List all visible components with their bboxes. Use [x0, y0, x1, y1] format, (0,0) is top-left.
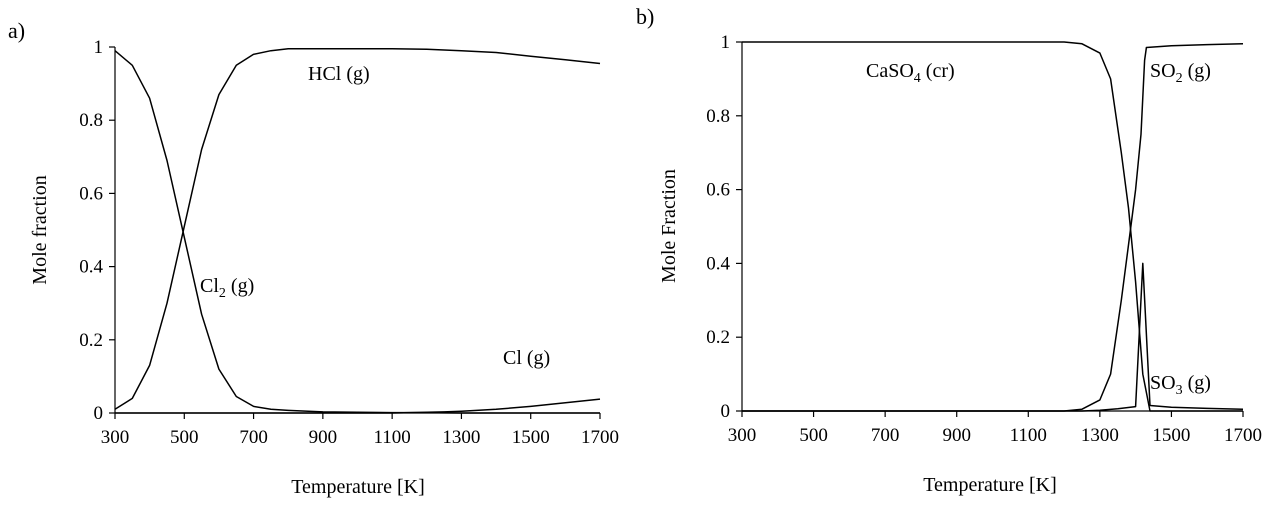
series-label-part: (g)	[1183, 372, 1211, 394]
x-tick-label: 500	[170, 427, 199, 448]
y-tick-label: 0.4	[79, 257, 103, 278]
series-label-part: Cl	[200, 275, 219, 297]
series-label-part: (g)	[1183, 60, 1211, 82]
series-label-hcl-g: HCl (g)	[308, 63, 370, 85]
x-tick-label: 900	[942, 425, 971, 446]
chart-panel-b: b) 300 500 700 900 1100 1300 1500 1700 0 0.2 0.4 0.6…	[636, 4, 1262, 496]
x-axis-title: Temperature [K]	[291, 476, 425, 498]
y-tick-label: 0.6	[79, 183, 103, 204]
y-tick-label: 0.2	[706, 327, 730, 348]
series-label-part: 4	[914, 71, 921, 86]
y-tick-label: 0.8	[79, 110, 103, 131]
series-label-part: 3	[1176, 383, 1183, 398]
x-axis-title: Temperature [K]	[923, 474, 1057, 496]
series-label-cl2-g: Cl2 (g)	[200, 275, 254, 301]
series-label-cl-g: Cl (g)	[503, 347, 550, 369]
x-tick-label: 1100	[1010, 425, 1047, 446]
x-tick-label: 700	[239, 427, 268, 448]
y-axis-title: Mole Fraction	[658, 169, 680, 283]
x-tick-label: 500	[799, 425, 828, 446]
series-label-part: SO	[1150, 372, 1176, 394]
series-line-hcl-g	[114, 48, 601, 410]
chart-panel-a: a) 300 500 700 900 1100 1300 1500 1700 0 0.2 0.4 0.6…	[8, 18, 619, 498]
series-line-cl-g	[115, 398, 601, 414]
series-label-part: 2	[219, 286, 226, 301]
series-label-part: CaSO	[866, 60, 914, 82]
series-line-so3-g	[742, 262, 1244, 412]
x-tick-label: 700	[871, 425, 900, 446]
x-tick-label: 300	[728, 425, 757, 446]
series-label-so2-g: SO2 (g)	[1150, 60, 1211, 86]
series-label-caso4-cr: CaSO4 (cr)	[866, 60, 955, 86]
x-tick-label: 1700	[1224, 425, 1262, 446]
x-tick-label: 1100	[373, 427, 410, 448]
y-tick-label: 0.2	[79, 330, 103, 351]
panel-label: a)	[8, 18, 25, 43]
series-label-part: Cl (g)	[503, 347, 550, 369]
y-tick-label: 1	[94, 37, 104, 58]
y-tick-label: 1	[721, 32, 731, 53]
series-label-part: (cr)	[921, 60, 955, 82]
x-tick-label: 1500	[512, 427, 550, 448]
series-line-caso4-cr	[742, 41, 1243, 412]
series-label-so3-g: SO3 (g)	[1150, 372, 1211, 398]
x-tick-label: 1500	[1152, 425, 1190, 446]
series-label-part: (g)	[226, 275, 254, 297]
y-tick-label: 0	[94, 403, 104, 424]
series-label-part: 2	[1176, 71, 1183, 86]
y-tick-label: 0	[721, 401, 731, 422]
x-tick-label: 1300	[442, 427, 480, 448]
x-tick-label: 1700	[581, 427, 619, 448]
series-line-cl2-g	[114, 50, 600, 414]
series-line-so2-g	[742, 43, 1244, 412]
panel-label: b)	[636, 4, 654, 29]
y-tick-label: 0.8	[706, 106, 730, 127]
x-tick-label: 1300	[1081, 425, 1119, 446]
y-tick-label: 0.6	[706, 180, 730, 201]
y-axis-title: Mole fraction	[29, 175, 51, 284]
x-tick-label: 300	[101, 427, 130, 448]
series-label-part: SO	[1150, 60, 1176, 82]
y-tick-label: 0.4	[706, 253, 730, 274]
x-tick-label: 900	[309, 427, 338, 448]
series-label-part: HCl (g)	[308, 63, 370, 85]
